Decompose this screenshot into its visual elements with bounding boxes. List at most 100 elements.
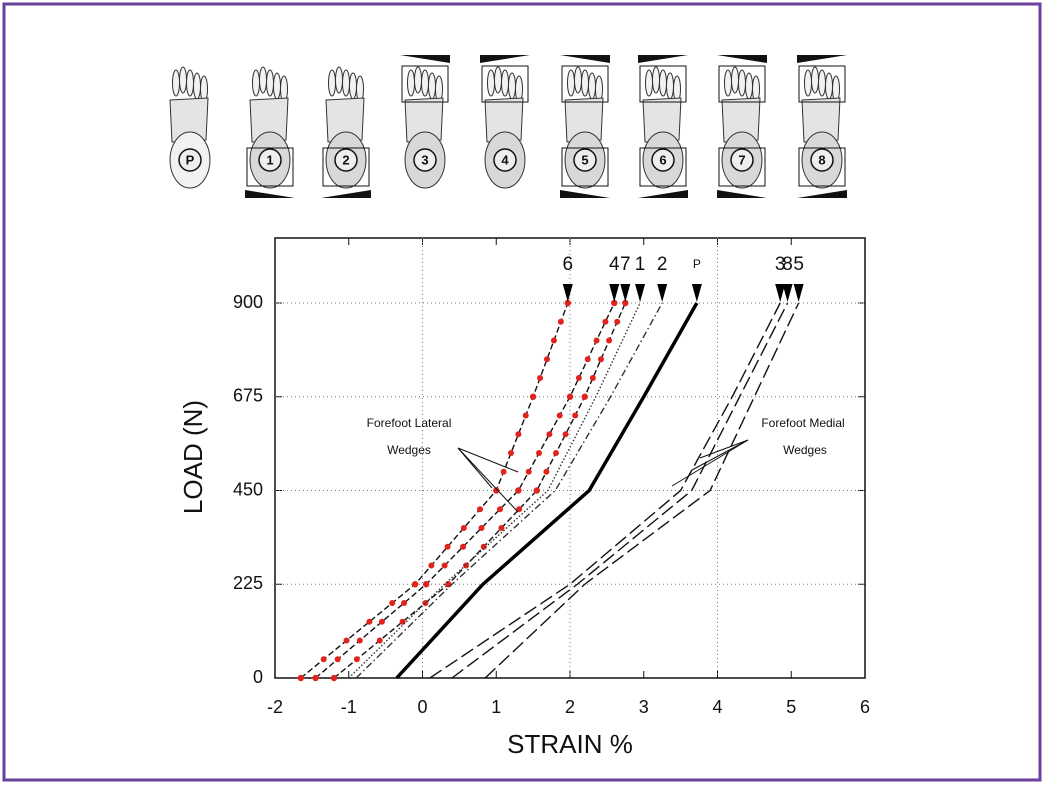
midfoot bbox=[404, 97, 444, 143]
wedge bbox=[560, 55, 610, 63]
wedge bbox=[480, 55, 530, 63]
line-dot bbox=[320, 656, 327, 663]
point-marker bbox=[611, 299, 618, 307]
toe bbox=[825, 72, 833, 100]
line-dot bbox=[589, 375, 596, 381]
line-dot bbox=[552, 450, 559, 456]
wedge bbox=[797, 55, 847, 63]
series-line bbox=[429, 302, 781, 679]
foot-icon: 8 bbox=[797, 55, 847, 198]
foot-icon: 3 bbox=[400, 55, 450, 189]
line-dot bbox=[543, 468, 550, 475]
series-label: P bbox=[693, 257, 701, 271]
line-dot bbox=[597, 356, 604, 363]
heel-ring bbox=[573, 148, 597, 172]
toe bbox=[193, 72, 201, 100]
toe bbox=[259, 66, 267, 94]
line-dot bbox=[525, 468, 532, 475]
toe bbox=[494, 66, 502, 94]
foot-icon: 1 bbox=[245, 66, 295, 198]
point-marker bbox=[411, 581, 419, 588]
wedge bbox=[717, 55, 767, 63]
midfoot bbox=[721, 97, 761, 143]
foot-label: 7 bbox=[738, 152, 745, 167]
wedge-box bbox=[481, 65, 529, 103]
line-dot bbox=[389, 600, 396, 606]
series-label: 2 bbox=[657, 254, 668, 275]
toe bbox=[659, 69, 667, 97]
toe bbox=[421, 69, 429, 97]
heel-ring bbox=[730, 148, 754, 172]
point-marker bbox=[422, 581, 430, 588]
point-marker bbox=[564, 299, 571, 307]
end-marker bbox=[775, 284, 786, 302]
wedge-box bbox=[322, 147, 370, 187]
x-tick-label: -1 bbox=[341, 697, 357, 717]
point-marker bbox=[515, 487, 522, 494]
toe bbox=[666, 72, 674, 100]
series-line bbox=[315, 302, 615, 679]
end-marker bbox=[609, 284, 620, 302]
toe bbox=[266, 69, 274, 97]
line-dot bbox=[477, 506, 484, 513]
line-dot bbox=[343, 637, 350, 644]
arrow bbox=[457, 447, 519, 473]
line-dot bbox=[537, 375, 544, 381]
wedge bbox=[638, 55, 688, 63]
wedge-box bbox=[246, 147, 294, 187]
midfoot bbox=[249, 97, 289, 143]
annotation-arrows bbox=[457, 439, 749, 513]
y-tick-label: 450 bbox=[233, 479, 263, 499]
series-label: 7 bbox=[620, 254, 631, 275]
wedge-box bbox=[639, 147, 687, 187]
point-marker bbox=[566, 393, 574, 400]
toe bbox=[508, 72, 516, 100]
line-dot bbox=[557, 318, 564, 325]
x-axis-label: STRAIN % bbox=[507, 729, 633, 759]
toe bbox=[731, 66, 739, 94]
end-marker bbox=[782, 284, 793, 302]
line-dot bbox=[378, 618, 385, 625]
y-tick-label: 900 bbox=[233, 292, 263, 312]
line-dot bbox=[356, 637, 363, 644]
line-dot bbox=[444, 543, 451, 550]
wedge bbox=[400, 55, 450, 63]
wedge bbox=[560, 190, 610, 198]
foot-icon: 4 bbox=[480, 55, 530, 189]
series-label: 8 bbox=[782, 254, 793, 275]
series-label: 5 bbox=[793, 254, 804, 275]
series-label: 3 bbox=[775, 254, 786, 275]
line-dot bbox=[428, 562, 435, 569]
point-marker bbox=[312, 674, 319, 682]
line-dot bbox=[572, 412, 579, 419]
foot-label: 3 bbox=[421, 152, 428, 167]
toe bbox=[567, 69, 575, 97]
line-dot bbox=[500, 468, 507, 475]
line-dot bbox=[422, 600, 429, 606]
line-dot bbox=[515, 431, 522, 438]
line-dot bbox=[376, 637, 383, 644]
foot-label: 4 bbox=[501, 152, 509, 167]
point-marker bbox=[330, 674, 338, 682]
midfoot bbox=[484, 97, 524, 143]
x-tick-label: 5 bbox=[786, 697, 796, 717]
arrow bbox=[699, 439, 749, 459]
heel-ring bbox=[810, 148, 834, 172]
foot-icon: P bbox=[169, 66, 211, 189]
toe bbox=[172, 69, 180, 97]
line-dot bbox=[366, 618, 373, 625]
wedge-box bbox=[639, 65, 687, 103]
line-dot bbox=[546, 431, 553, 438]
y-tick-label: 0 bbox=[253, 667, 263, 687]
series-line bbox=[333, 302, 626, 679]
toe bbox=[574, 66, 582, 94]
series-line bbox=[395, 302, 699, 680]
midfoot bbox=[325, 97, 365, 143]
toe bbox=[745, 72, 753, 100]
line-dot bbox=[575, 375, 582, 381]
point-marker bbox=[622, 299, 629, 307]
point-marker bbox=[533, 487, 541, 494]
line-dot bbox=[498, 525, 505, 531]
toe bbox=[501, 69, 509, 97]
series-line bbox=[451, 302, 789, 679]
